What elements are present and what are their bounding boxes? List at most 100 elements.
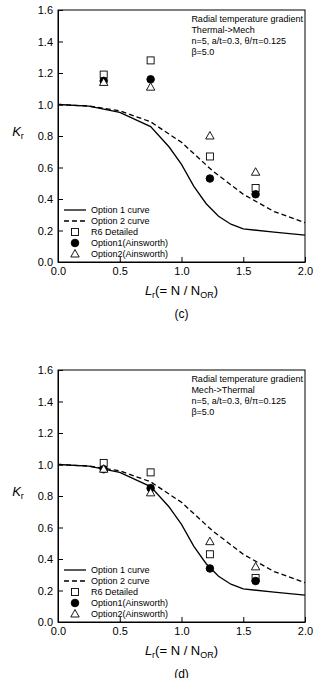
x-tick: 1.0 [174,257,189,277]
figure: 0.0 0.5 1.0 1.5 2.0 0.0 0.2 0.4 0.6 0.8 1.0 1.2 1.4 1… [0,0,325,678]
legend-label: Option 1 curve [91,205,150,215]
y-tick-label: 1.0 [38,459,53,471]
plot-frame [58,370,305,622]
legend: Option 1 curveOption 2 curveR6 DetailedO… [64,565,168,619]
panel: 0.00.51.01.52.00.00.20.40.60.81.01.21.41… [12,364,313,678]
label-subscript: OR [200,650,214,660]
panel-label: (c) [175,307,189,321]
label-subscript: OR [200,290,214,300]
x-axis-line [59,262,306,263]
x-tick-label: 2.0 [298,625,313,637]
y-tick-label: 0.2 [38,225,53,237]
label-part: (= N / N [155,283,200,298]
y-tick-label: 0.6 [38,162,53,174]
y-tick: 0.2 [38,225,63,237]
y-tick-label: 1.4 [38,36,53,48]
y-tick-mark [58,168,63,169]
curve [58,105,305,236]
x-tick-label: 1.0 [174,265,189,277]
x-tick-label: 2.0 [298,265,313,277]
legend-label: Option 2 curve [91,576,150,586]
y-tick-label: 1.0 [38,99,53,111]
x-tick-mark [243,617,244,622]
x-tick-label: 1.5 [236,625,251,637]
curve [58,105,305,223]
x-tick-label: 0.5 [113,265,128,277]
annotation: n=5, a/t=0.3, θ/π=0.125 [191,36,286,46]
y-tick: 1.4 [38,396,63,408]
annotation: β=5.0 [191,407,214,417]
x-axis-line [59,622,306,623]
y-tick-label: 0.4 [38,193,53,205]
curve [58,465,305,596]
x-tick: 1.5 [236,257,251,277]
point [146,83,154,91]
y-tick: 0.0 [38,256,63,268]
legend-label: Option2(Ainsworth) [91,609,168,619]
point [252,577,260,585]
legend-swatch [64,209,86,210]
panel-label: (d) [174,667,189,678]
label-part: ) [214,283,218,298]
y-tick-mark [58,231,63,232]
y-tick-mark [58,10,63,11]
legend-swatch [64,569,86,570]
x-tick-label: 1.5 [236,265,251,277]
label-part: ) [214,643,218,658]
annotation: Radial temperature gradient [191,374,303,384]
x-tick-mark [182,257,183,262]
y-tick-mark [58,73,63,74]
legend-item: Option2(Ainsworth) [71,249,168,259]
x-tick-mark [182,617,183,622]
y-tick: 1.2 [38,427,63,439]
y-tick-mark [58,136,63,137]
x-tick: 2.0 [298,617,313,637]
x-tick: 0.5 [113,257,128,277]
y-tick: 1.6 [38,4,63,16]
y-tick-label: 0.8 [38,130,53,142]
y-tick: 0.2 [38,585,63,597]
y-tick: 0.4 [38,553,63,565]
y-tick: 1.6 [38,364,63,376]
legend-swatch [71,610,79,618]
legend-item: Option2(Ainsworth) [71,609,168,619]
y-tick-label: 1.2 [38,427,53,439]
y-tick-label: 0.0 [38,256,53,268]
y-tick-label: 0.6 [38,522,53,534]
y-axis: 0.00.20.40.60.81.01.21.41.6 [38,4,63,268]
plot-area [58,57,305,235]
point [251,168,259,176]
point [206,132,214,140]
x-tick-mark [243,257,244,262]
legend-label: R6 Detailed [91,227,138,237]
y-tick-label: 0.2 [38,585,53,597]
x-axis: 0.00.51.01.52.0 [51,257,313,277]
y-tick-mark [58,262,63,263]
point [147,57,154,64]
x-tick-label: 0.5 [113,625,128,637]
point [99,78,107,86]
label-part: (= N / N [155,643,200,658]
y-axis-title: Kr [12,124,24,141]
label-part: L [145,643,152,658]
y-tick-label: 0.4 [38,553,53,565]
y-tick-mark [58,370,63,371]
y-tick-mark [58,528,63,529]
legend-swatch [72,589,79,596]
x-tick: 1.5 [236,617,251,637]
y-tick-mark [58,559,63,560]
point [206,175,214,183]
annotation: n=5, a/t=0.3, θ/π=0.125 [191,396,286,406]
point [100,77,108,85]
legend-item: Option 1 curve [64,565,150,575]
x-tick-label: 1.0 [174,625,189,637]
x-tick-mark [305,257,306,262]
legend-label: Option2(Ainsworth) [91,249,168,259]
y-tick: 0.0 [38,616,63,628]
plot-area [58,459,305,595]
legend-swatch [64,220,86,221]
point [100,465,108,473]
annotation: Mech->Thermal [191,385,254,395]
y-tick-mark [58,199,63,200]
legend-item: Option1(Ainsworth) [71,238,168,248]
